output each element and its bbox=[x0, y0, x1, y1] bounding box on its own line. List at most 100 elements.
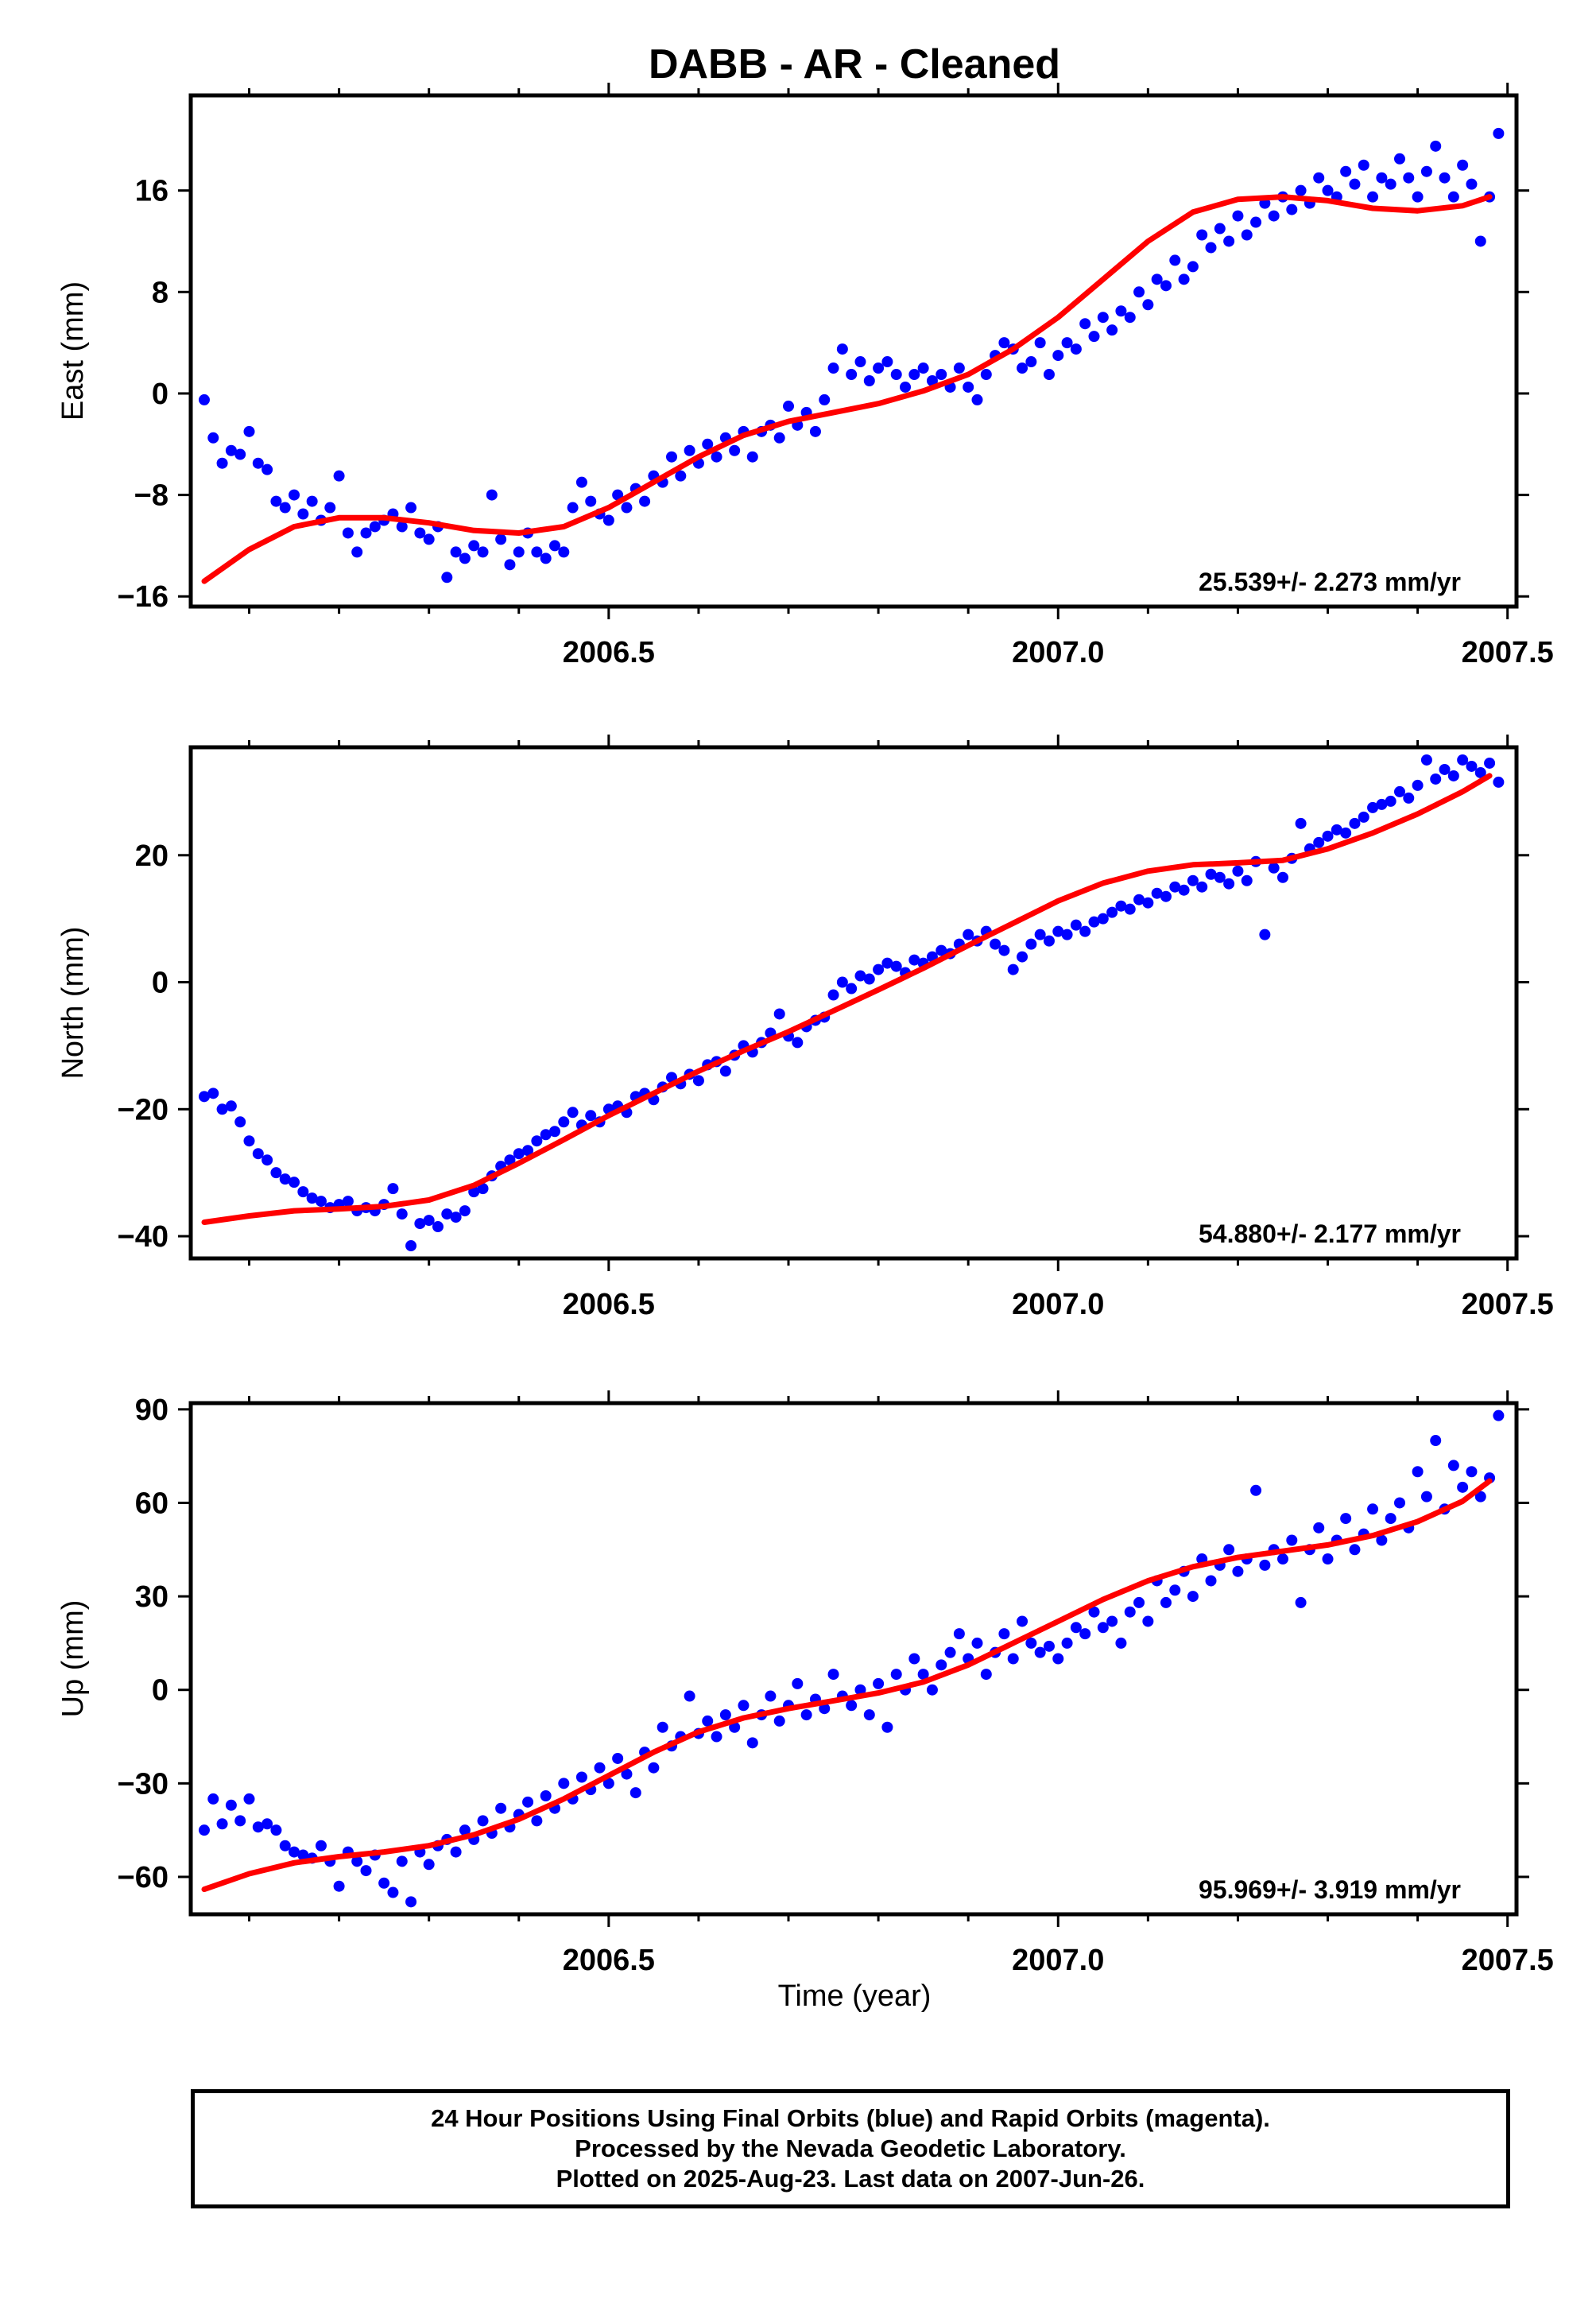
data-point bbox=[594, 1762, 606, 1774]
data-point bbox=[1106, 324, 1118, 336]
data-point bbox=[315, 1840, 327, 1851]
x-tick-label: 2006.5 bbox=[563, 636, 655, 669]
data-point bbox=[1493, 127, 1505, 139]
data-point bbox=[1070, 343, 1082, 355]
data-point bbox=[1079, 318, 1091, 330]
data-point bbox=[1474, 766, 1486, 778]
data-point bbox=[504, 559, 516, 571]
data-point bbox=[602, 514, 614, 526]
y-axis-title: East (mm) bbox=[56, 281, 90, 421]
data-point bbox=[1295, 184, 1307, 196]
data-point bbox=[1034, 929, 1046, 940]
data-point bbox=[1313, 1522, 1325, 1533]
data-point bbox=[719, 1065, 731, 1077]
data-point bbox=[1052, 350, 1064, 362]
data-point bbox=[441, 572, 453, 584]
data-point bbox=[351, 1855, 363, 1867]
data-point bbox=[1124, 1606, 1136, 1618]
data-point bbox=[1034, 337, 1046, 349]
data-point bbox=[990, 938, 1001, 950]
data-point bbox=[1097, 1622, 1109, 1634]
data-point bbox=[773, 432, 785, 444]
data-point bbox=[1025, 938, 1037, 950]
data-point bbox=[216, 1103, 228, 1115]
data-point bbox=[873, 1677, 885, 1689]
data-point bbox=[270, 1824, 282, 1836]
data-point bbox=[468, 540, 480, 552]
data-point bbox=[342, 527, 354, 539]
data-point bbox=[773, 1008, 785, 1020]
data-point bbox=[575, 476, 587, 488]
data-point bbox=[1088, 1606, 1100, 1618]
data-point bbox=[621, 1768, 633, 1780]
data-point bbox=[306, 495, 318, 507]
data-point bbox=[1276, 871, 1288, 883]
data-point bbox=[963, 381, 974, 393]
data-point bbox=[270, 495, 282, 507]
data-point bbox=[1466, 178, 1478, 190]
chart-panel-north: 2006.5 2007.0 2007.5 −40 −20 0 20 North (mm) 54.… bbox=[56, 735, 1554, 1321]
data-point bbox=[548, 540, 560, 552]
data-point bbox=[854, 356, 866, 368]
data-point bbox=[890, 960, 902, 972]
data-point bbox=[1322, 184, 1334, 196]
data-point bbox=[387, 1183, 399, 1195]
data-point bbox=[1457, 159, 1469, 171]
data-point bbox=[746, 451, 758, 463]
data-point bbox=[234, 1815, 246, 1827]
data-point bbox=[1385, 178, 1396, 190]
data-point bbox=[827, 989, 839, 1001]
data-point bbox=[1430, 1435, 1442, 1447]
data-point bbox=[1385, 795, 1396, 807]
data-point bbox=[333, 1880, 345, 1892]
data-point bbox=[531, 546, 543, 558]
data-point bbox=[1457, 754, 1469, 766]
data-point bbox=[1017, 363, 1028, 374]
data-point bbox=[1241, 874, 1253, 886]
data-point bbox=[746, 1737, 758, 1749]
data-point bbox=[1412, 191, 1424, 203]
data-point bbox=[1043, 935, 1055, 947]
data-point bbox=[1169, 1584, 1181, 1596]
data-point bbox=[1124, 312, 1136, 324]
data-point bbox=[819, 1703, 831, 1715]
data-point bbox=[873, 964, 885, 975]
data-point bbox=[378, 1877, 390, 1889]
data-point bbox=[1115, 900, 1127, 912]
data-point bbox=[540, 1790, 552, 1802]
data-point bbox=[1439, 172, 1451, 184]
data-point bbox=[1241, 229, 1253, 241]
data-point bbox=[1097, 312, 1109, 324]
data-point bbox=[657, 1721, 668, 1733]
data-point bbox=[629, 1787, 641, 1799]
data-point bbox=[1043, 1640, 1055, 1652]
data-point bbox=[1169, 881, 1181, 893]
data-point bbox=[863, 973, 875, 985]
data-point bbox=[252, 1821, 264, 1833]
data-point bbox=[1286, 204, 1298, 215]
data-point bbox=[405, 1240, 417, 1252]
data-point bbox=[971, 394, 983, 405]
data-point bbox=[360, 1865, 372, 1877]
data-point bbox=[1070, 1622, 1082, 1634]
data-point bbox=[396, 1855, 408, 1867]
data-point bbox=[1007, 964, 1019, 975]
data-point bbox=[1403, 172, 1415, 184]
data-point bbox=[548, 1126, 560, 1138]
data-point bbox=[396, 1208, 408, 1220]
data-point bbox=[684, 444, 695, 456]
data-point bbox=[863, 1709, 875, 1721]
data-point bbox=[477, 546, 489, 558]
data-point bbox=[827, 363, 839, 374]
data-point bbox=[1187, 261, 1199, 273]
data-point bbox=[289, 1846, 300, 1858]
data-point bbox=[1079, 1628, 1091, 1640]
y-tick-label: −30 bbox=[118, 1767, 169, 1801]
data-point bbox=[585, 495, 597, 507]
data-point bbox=[1474, 1491, 1486, 1502]
y-tick-label: 0 bbox=[152, 967, 169, 1000]
data-point bbox=[1088, 916, 1100, 928]
data-point bbox=[270, 1167, 282, 1179]
data-point bbox=[881, 957, 893, 969]
